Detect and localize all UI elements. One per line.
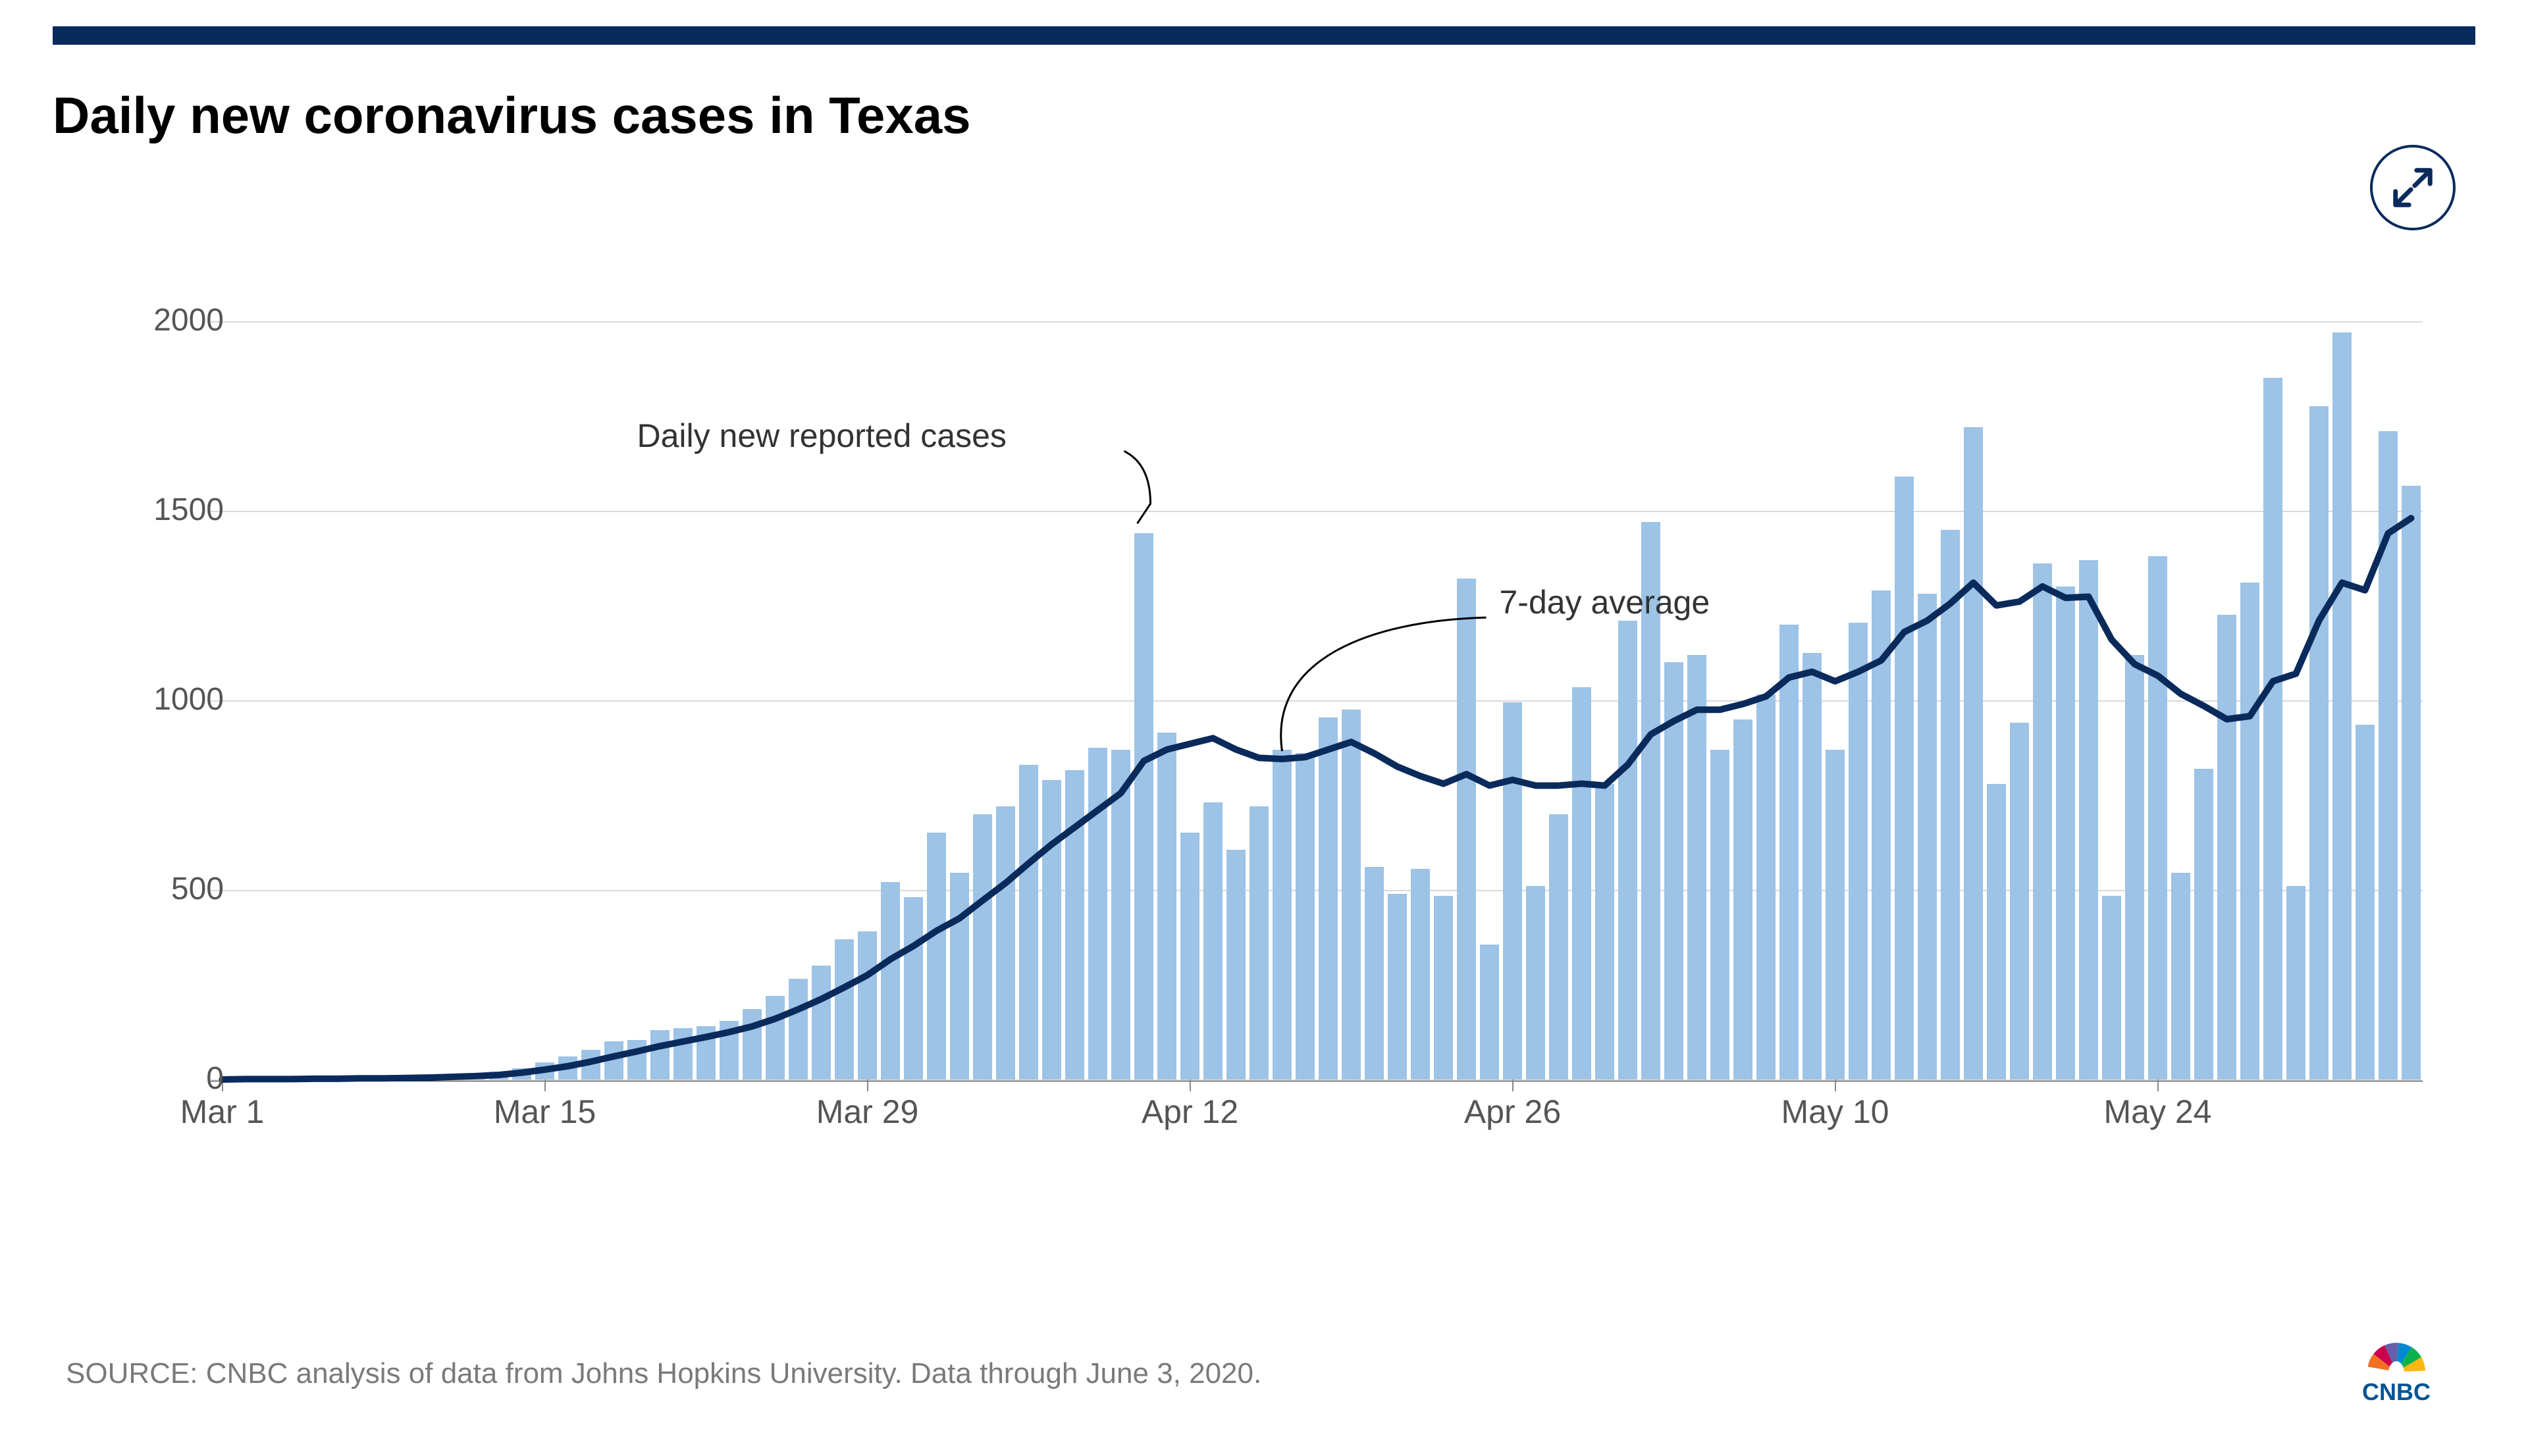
xtick [1835,1079,1836,1091]
xtick [1512,1079,1514,1091]
cnbc-logo: CNBC [2337,1318,2456,1403]
xtick-label: Apr 12 [1142,1093,1238,1131]
chart-container: Daily new coronavirus cases in Texas 0 50… [0,0,2528,1456]
ytick-label: 500 [92,871,224,907]
expand-button[interactable] [2370,145,2456,230]
gridline [211,1079,2423,1081]
top-accent-bar [53,26,2475,45]
xtick [867,1079,868,1091]
xtick-label: Mar 29 [816,1093,919,1131]
xtick-label: Mar 15 [494,1093,596,1131]
annotation-overlay [211,283,2423,1079]
cnbc-logo-text: CNBC [2362,1378,2431,1403]
ytick-label: 0 [92,1060,224,1097]
chart-title: Daily new coronavirus cases in Texas [53,86,971,145]
xtick-label: May 24 [2104,1093,2212,1131]
xtick [544,1079,546,1091]
chart-area: 0 500 1000 1500 2000 Mar 1 Mar 15 Mar 29 Apr 12 A… [66,250,2462,1205]
source-caption: SOURCE: CNBC analysis of data from Johns… [66,1357,1261,1390]
expand-icon [2390,165,2436,211]
ytick-label: 2000 [92,302,224,338]
xtick-label: May 10 [1781,1093,1889,1131]
xtick-label: Apr 26 [1464,1093,1561,1131]
xtick [2157,1079,2159,1091]
plot-region [211,283,2423,1079]
ytick-label: 1500 [92,492,224,528]
ytick-label: 1000 [92,681,224,717]
xtick-label: Mar 1 [180,1093,265,1131]
xtick [1190,1079,1191,1091]
